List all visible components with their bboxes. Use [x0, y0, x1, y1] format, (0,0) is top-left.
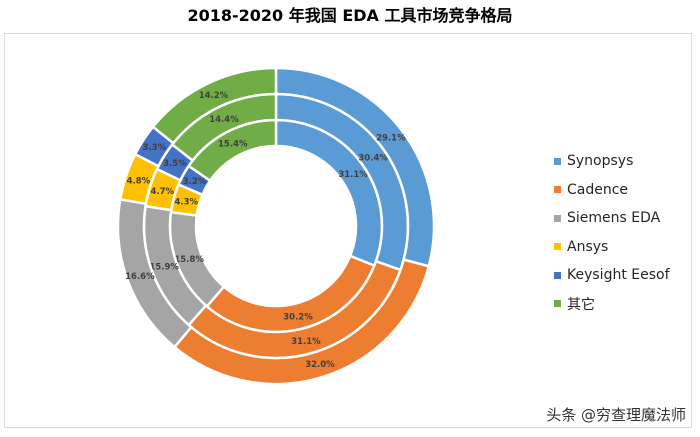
- chart-legend: Synopsys Cadence Siemens EDA Ansys Keysight …: [554, 147, 670, 318]
- data-label: 14.2%: [199, 91, 229, 101]
- data-label: 4.7%: [150, 187, 174, 197]
- legend-label: Synopsys: [567, 153, 634, 170]
- data-label: 3.2%: [183, 177, 207, 187]
- legend-swatch: [554, 300, 561, 308]
- data-label: 14.4%: [209, 115, 239, 125]
- legend-swatch: [554, 214, 561, 222]
- data-label: 15.8%: [174, 255, 204, 265]
- data-label: 30.2%: [283, 312, 313, 322]
- legend-swatch: [554, 271, 561, 279]
- data-label: 3.5%: [163, 159, 187, 169]
- legend-item: Ansys: [554, 233, 670, 262]
- legend-swatch: [554, 186, 561, 194]
- chart-title: 2018-2020 年我国 EDA 工具市场竞争格局: [187, 6, 513, 25]
- data-label: 30.4%: [358, 153, 388, 163]
- data-label: 32.0%: [305, 360, 335, 370]
- legend-item: Keysight Eesof: [554, 261, 670, 290]
- legend-label: 其它: [567, 296, 595, 313]
- chart-frame: [4, 33, 692, 428]
- legend-label: Ansys: [567, 238, 609, 255]
- data-label: 31.1%: [291, 337, 321, 347]
- legend-swatch: [554, 243, 561, 251]
- data-label: 3.3%: [143, 143, 167, 153]
- legend-label: Cadence: [567, 181, 629, 198]
- data-label: 15.4%: [218, 140, 248, 150]
- data-label: 16.6%: [125, 272, 155, 282]
- legend-item: 其它: [554, 290, 670, 319]
- legend-swatch: [554, 157, 561, 165]
- data-label: 4.8%: [127, 176, 151, 186]
- data-label: 29.1%: [376, 133, 406, 143]
- legend-item: Siemens EDA: [554, 204, 670, 233]
- data-label: 31.1%: [338, 170, 368, 180]
- legend-item: Cadence: [554, 176, 670, 205]
- legend-label: Siemens EDA: [567, 210, 661, 227]
- data-label: 4.3%: [175, 197, 199, 207]
- data-label: 15.9%: [149, 263, 179, 273]
- donut-slice-其它-ring-2: [151, 66, 278, 145]
- watermark-text: 头条 @穷查理魔法师: [546, 406, 686, 424]
- legend-item: Synopsys: [554, 147, 670, 176]
- legend-label: Keysight Eesof: [567, 267, 670, 284]
